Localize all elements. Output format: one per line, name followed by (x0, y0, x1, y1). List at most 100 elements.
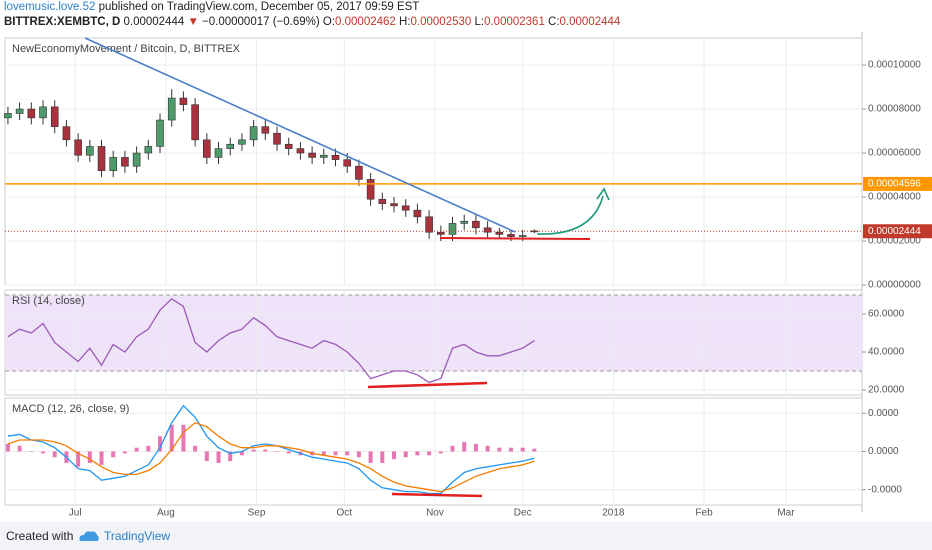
y-tick-label: 0.00002000 (868, 236, 921, 247)
candle-body (401, 205, 410, 211)
ohlc-value: 0.00002361 (484, 16, 545, 28)
histogram-bar (509, 447, 514, 452)
histogram-bar (333, 451, 338, 456)
y-tick-label: 0.00008000 (868, 104, 921, 115)
histogram-bar (41, 451, 46, 454)
candle-body (343, 159, 352, 167)
chart: 0.00000000 0.00002000 0.00004000 0.00006000… (4, 32, 932, 519)
ohlc-label: H: (399, 16, 411, 28)
y-tick-label: 20.0000 (868, 385, 905, 396)
ohlc-value: 0.00002462 (335, 16, 396, 28)
histogram-bar (286, 451, 291, 454)
candle-body (179, 97, 188, 105)
x-tick-label: Sep (248, 508, 266, 519)
publish-line: lovemusic.love.52 published on TradingVi… (4, 0, 932, 15)
candle-body (320, 154, 328, 158)
y-tick-label: 0.0000 (868, 408, 899, 419)
candle-body (460, 220, 469, 224)
symbol: BITTREX:XEMBTC, D (4, 16, 121, 28)
candle-body (518, 235, 527, 237)
ohlc-label: C: (548, 16, 560, 28)
candle-body (86, 146, 94, 156)
last-price-tag (863, 224, 932, 239)
candle-body (390, 203, 398, 207)
histogram-bar (520, 447, 525, 452)
series-line (7, 404, 535, 495)
histogram-bar (52, 451, 57, 458)
support-line (439, 237, 591, 240)
last-price-label: 0.00002444 (868, 226, 921, 237)
x-tick-label: Jul (69, 508, 82, 519)
y-tick-label: 0.00006000 (868, 148, 921, 159)
candle-body (437, 231, 445, 235)
level-tag (863, 176, 932, 191)
x-tick-label: Aug (157, 508, 175, 519)
histogram-bar (415, 451, 420, 456)
histogram-bar (216, 451, 221, 463)
histogram-bar (462, 441, 467, 452)
histogram-bar (87, 451, 92, 463)
candle-body (156, 119, 164, 147)
ohlc: O:0.00002462 H:0.00002530 L:0.00002361 C… (323, 16, 620, 28)
published: published on TradingView.com, December 0… (98, 1, 420, 13)
ohlc-value: 0.00002530 (410, 16, 472, 28)
candle-body (97, 146, 106, 171)
candle-body (483, 227, 492, 233)
candle-body (249, 126, 258, 141)
histogram-bar (239, 451, 244, 456)
histogram-bar (275, 451, 280, 452)
histogram-bar (99, 451, 104, 465)
histogram-bar (134, 447, 139, 452)
rsi-band (5, 294, 862, 372)
histogram-bar (356, 451, 361, 458)
drawings (84, 37, 610, 498)
histogram-bar (532, 448, 537, 452)
last: 0.00002444 (123, 16, 185, 28)
footer: Created with TradingView (0, 522, 932, 550)
histogram-bar (251, 449, 256, 452)
candle-body (507, 234, 515, 237)
x-tick-label: Feb (695, 508, 713, 519)
histogram-bar (380, 451, 385, 463)
histogram-bar (392, 451, 397, 460)
histogram-bar (263, 449, 268, 452)
histogram-bar (497, 447, 502, 452)
y-tick-label: 40.0000 (868, 347, 905, 358)
pane-title: NewEconomyMovement / Bitcoin, D, BITTREX (12, 43, 241, 55)
candle-body (238, 139, 246, 145)
histogram-bar (485, 445, 490, 452)
series-line (7, 297, 535, 384)
histogram-bar (17, 445, 22, 452)
histogram-bar (321, 451, 326, 456)
y-tick-label: 0.00004000 (868, 192, 921, 203)
candle-body (203, 139, 211, 158)
level-label: 0.00004596 (868, 179, 921, 190)
candle-body (74, 139, 82, 156)
candle-body (144, 146, 153, 154)
histogram-bar (438, 451, 443, 454)
x-tick-label: Mar (777, 508, 795, 519)
candle-body (472, 220, 480, 229)
histogram-bar (403, 451, 408, 458)
candle-body (226, 143, 235, 149)
x-tick-label: Nov (426, 508, 444, 519)
histogram-bar (76, 451, 81, 467)
author[interactable]: lovemusic.love.52 (4, 1, 96, 13)
candle-body (214, 148, 223, 158)
histogram-bar (228, 451, 233, 462)
data-layer: 0.00000000 0.00002000 0.00004000 0.00006000… (4, 32, 932, 519)
histogram-bar (193, 445, 198, 452)
x-tick-label: Dec (514, 508, 532, 519)
histogram-bar (122, 451, 127, 454)
rsi-divergence-line (367, 381, 488, 389)
logo (79, 531, 99, 541)
histogram-bar (169, 424, 174, 452)
y-tick-label: -0.0000 (868, 484, 902, 495)
brand[interactable]: TradingView (104, 529, 171, 543)
ohlc-label: L: (474, 16, 485, 28)
candle-body (308, 152, 316, 158)
arrow: ▼ (187, 16, 199, 28)
candle-body (448, 223, 457, 235)
candle-body (39, 106, 47, 119)
